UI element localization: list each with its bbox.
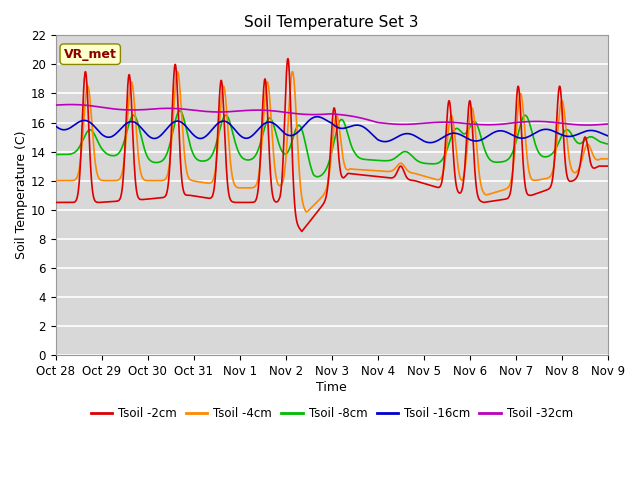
X-axis label: Time: Time — [316, 381, 347, 394]
Title: Soil Temperature Set 3: Soil Temperature Set 3 — [244, 15, 419, 30]
Legend: Tsoil -2cm, Tsoil -4cm, Tsoil -8cm, Tsoil -16cm, Tsoil -32cm: Tsoil -2cm, Tsoil -4cm, Tsoil -8cm, Tsoi… — [86, 402, 577, 425]
Text: VR_met: VR_met — [64, 48, 116, 60]
Y-axis label: Soil Temperature (C): Soil Temperature (C) — [15, 131, 28, 259]
